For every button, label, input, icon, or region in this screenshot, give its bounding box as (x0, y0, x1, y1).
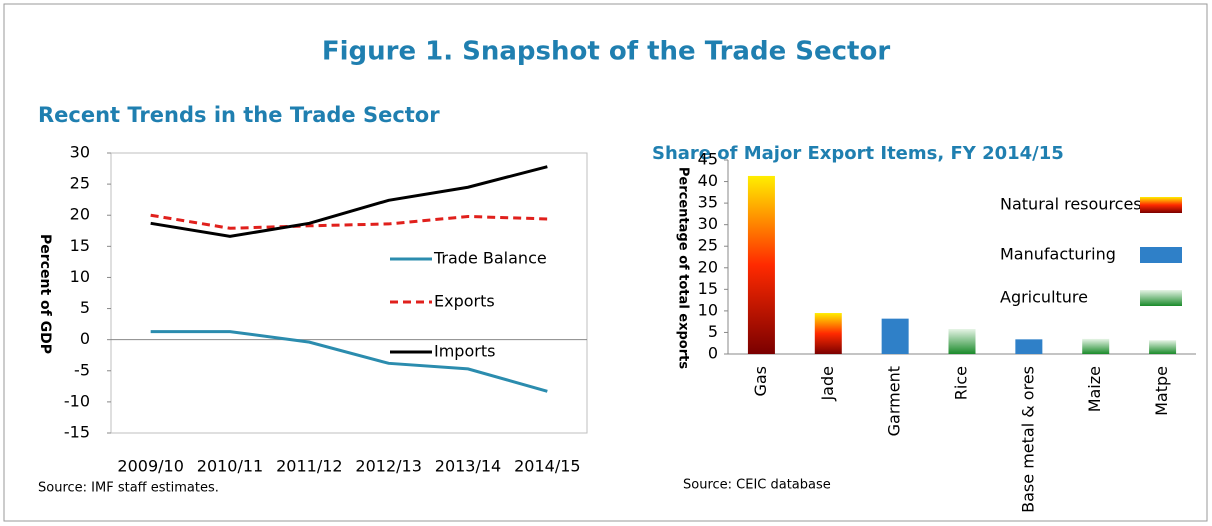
legend-label: Trade Balance (433, 249, 547, 268)
x-tick-label: Garment (885, 366, 904, 436)
legend-label: Natural resources (1000, 195, 1142, 214)
y-tick-label: 15 (698, 279, 718, 298)
x-tick-label: 2013/14 (435, 457, 501, 476)
legend-label: Agriculture (1000, 288, 1088, 307)
y-tick-label: -15 (64, 423, 90, 442)
x-tick-label: Maize (1085, 366, 1104, 412)
x-tick-label: Rice (952, 366, 971, 400)
bar (1015, 339, 1043, 354)
figure-title: Figure 1. Snapshot of the Trade Sector (322, 37, 890, 67)
y-axis-title: Percent of GDP (37, 234, 53, 354)
source-note: Source: CEIC database (683, 478, 831, 493)
y-tick-label: 20 (70, 205, 90, 224)
y-tick-label: 40 (698, 171, 718, 190)
chart-title: Recent Trends in the Trade Sector (38, 103, 440, 127)
legend-swatch (1140, 197, 1182, 213)
y-tick-label: 30 (70, 143, 90, 162)
bar (747, 175, 775, 354)
y-tick-label: 30 (698, 214, 718, 233)
y-tick-label: 10 (698, 300, 718, 319)
legend-swatch (1140, 290, 1182, 306)
y-tick-label: 0 (708, 344, 718, 363)
x-tick-label: Jade (818, 366, 837, 402)
bar (1149, 340, 1177, 354)
x-tick-label: 2011/12 (276, 457, 342, 476)
bar (881, 318, 909, 354)
y-tick-label: 35 (698, 193, 718, 212)
y-tick-label: 15 (70, 236, 90, 255)
x-tick-label: Gas (751, 366, 770, 397)
series-line (150, 165, 548, 238)
series-line (150, 330, 548, 393)
y-tick-label: 0 (80, 329, 90, 348)
y-tick-label: -10 (64, 391, 90, 410)
x-tick-label: Matpe (1152, 366, 1171, 416)
y-tick-label: -5 (74, 360, 90, 379)
y-tick-label: 25 (698, 236, 718, 255)
y-tick-label: 25 (70, 174, 90, 193)
series-line (150, 213, 548, 230)
y-axis-title: Percentage of total exports (676, 167, 691, 369)
x-tick-label: 2012/13 (355, 457, 421, 476)
chart-title: Share of Major Export Items, FY 2014/15 (652, 143, 1064, 164)
bar (1082, 338, 1110, 354)
source-note: Source: IMF staff estimates. (38, 481, 219, 496)
bar (814, 313, 842, 354)
frame (3, 3, 1208, 522)
y-tick-label: 10 (70, 267, 90, 286)
y-tick-label: 5 (80, 298, 90, 317)
x-tick-label: Base metal & ores (1018, 366, 1037, 513)
y-tick-label: 45 (698, 150, 718, 169)
y-tick-label: 5 (708, 322, 718, 341)
legend-label: Imports (434, 342, 495, 361)
bar (948, 328, 976, 354)
x-tick-label: 2009/10 (117, 457, 183, 476)
plot-frame (110, 152, 588, 434)
legend-label: Exports (434, 292, 495, 311)
legend-label: Manufacturing (1000, 245, 1116, 264)
x-tick-label: 2010/11 (197, 457, 263, 476)
legend-swatch (1140, 247, 1182, 263)
x-tick-label: 2014/15 (514, 457, 580, 476)
y-tick-label: 20 (698, 257, 718, 276)
